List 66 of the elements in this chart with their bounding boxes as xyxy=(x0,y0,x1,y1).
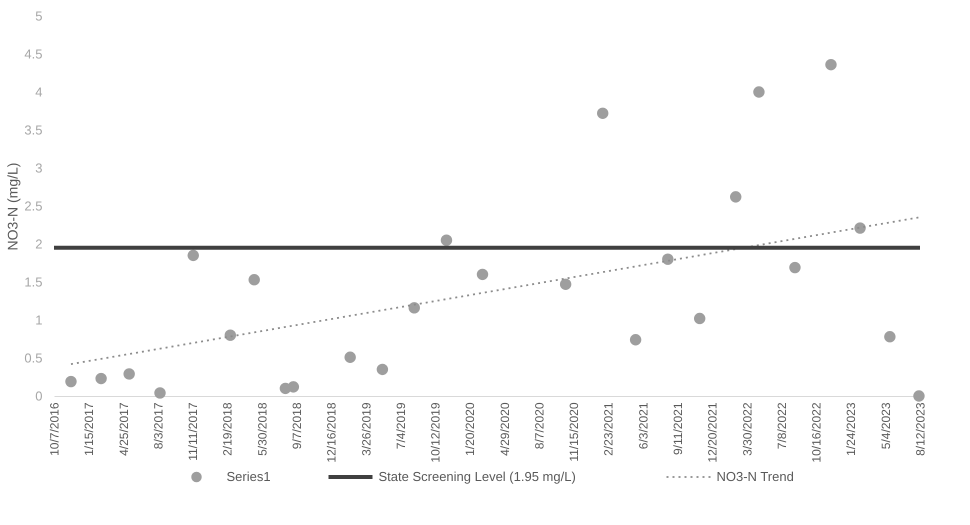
point xyxy=(344,352,356,363)
x-tick-label: 4/25/2017 xyxy=(116,402,131,456)
y-tick-label: 2.5 xyxy=(24,198,42,214)
x-tick-label: 12/20/2021 xyxy=(706,402,720,463)
x-tick-label: 8/12/2023 xyxy=(914,402,928,456)
point xyxy=(224,330,236,341)
point xyxy=(123,368,135,380)
point xyxy=(408,302,420,314)
point xyxy=(630,334,642,346)
point xyxy=(753,86,765,98)
x-tick-label: 1/15/2017 xyxy=(82,402,96,456)
point xyxy=(188,250,199,262)
x-tick-label: 7/8/2022 xyxy=(774,402,789,450)
point xyxy=(730,191,742,203)
point xyxy=(662,254,674,265)
legend-label: Series1 xyxy=(226,469,271,484)
point xyxy=(884,331,896,342)
point xyxy=(95,372,107,384)
x-tick-label: 1/20/2020 xyxy=(463,402,478,456)
y-tick-label: 0.5 xyxy=(24,350,42,366)
y-tick-label: 0 xyxy=(35,388,42,404)
x-tick-label: 11/15/2020 xyxy=(567,402,582,462)
x-tick-label: 8/7/2020 xyxy=(532,402,546,450)
point xyxy=(476,268,488,280)
x-tick-label: 4/29/2020 xyxy=(498,402,512,456)
y-tick-label: 5 xyxy=(35,8,42,24)
y-axis-title: NO3-N (mg/L) xyxy=(4,162,20,250)
y-tick-label: 3 xyxy=(35,160,42,176)
point xyxy=(376,364,388,376)
x-tick-label: 2/23/2021 xyxy=(602,402,616,456)
y-tick-label: 1.5 xyxy=(24,274,42,290)
point xyxy=(248,274,260,286)
point xyxy=(825,58,837,70)
point xyxy=(154,387,166,399)
point xyxy=(288,381,300,393)
y-tick-label: 3.5 xyxy=(24,122,42,138)
point xyxy=(65,376,77,388)
point xyxy=(854,222,866,234)
point xyxy=(560,278,572,290)
x-tick-label: 9/7/2018 xyxy=(290,402,304,450)
x-tick-label: 6/3/2021 xyxy=(636,402,650,450)
x-tick-label: 10/12/2019 xyxy=(428,402,443,463)
x-tick-label: 10/7/2016 xyxy=(48,402,62,456)
y-tick-label: 4 xyxy=(35,84,42,100)
x-tick-label: 5/30/2018 xyxy=(255,402,270,456)
x-tick-label: 2/19/2018 xyxy=(220,402,235,456)
point xyxy=(913,390,925,402)
legend-label: State Screening Level (1.95 mg/L) xyxy=(378,469,576,484)
x-tick-label: 12/16/2018 xyxy=(324,402,339,463)
x-tick-label: 3/30/2022 xyxy=(740,402,754,456)
x-tick-label: 5/4/2023 xyxy=(878,402,893,450)
point xyxy=(596,108,608,119)
point xyxy=(789,262,801,274)
x-tick-label: 1/24/2023 xyxy=(844,402,858,456)
x-tick-label: 7/4/2019 xyxy=(394,402,408,450)
x-tick-label: 10/16/2022 xyxy=(810,402,824,463)
y-tick-label: 4.5 xyxy=(24,46,42,62)
point xyxy=(440,234,452,246)
x-tick-label: 8/3/2017 xyxy=(151,402,166,450)
x-tick-label: 11/11/2017 xyxy=(186,402,200,461)
x-tick-label: 9/11/2021 xyxy=(671,402,686,455)
x-tick-label: 3/26/2019 xyxy=(359,402,374,456)
legend-label: NO3-N Trend xyxy=(716,469,794,484)
y-tick-label: 2 xyxy=(35,236,42,252)
point xyxy=(694,312,706,324)
y-tick-label: 1 xyxy=(35,312,42,328)
